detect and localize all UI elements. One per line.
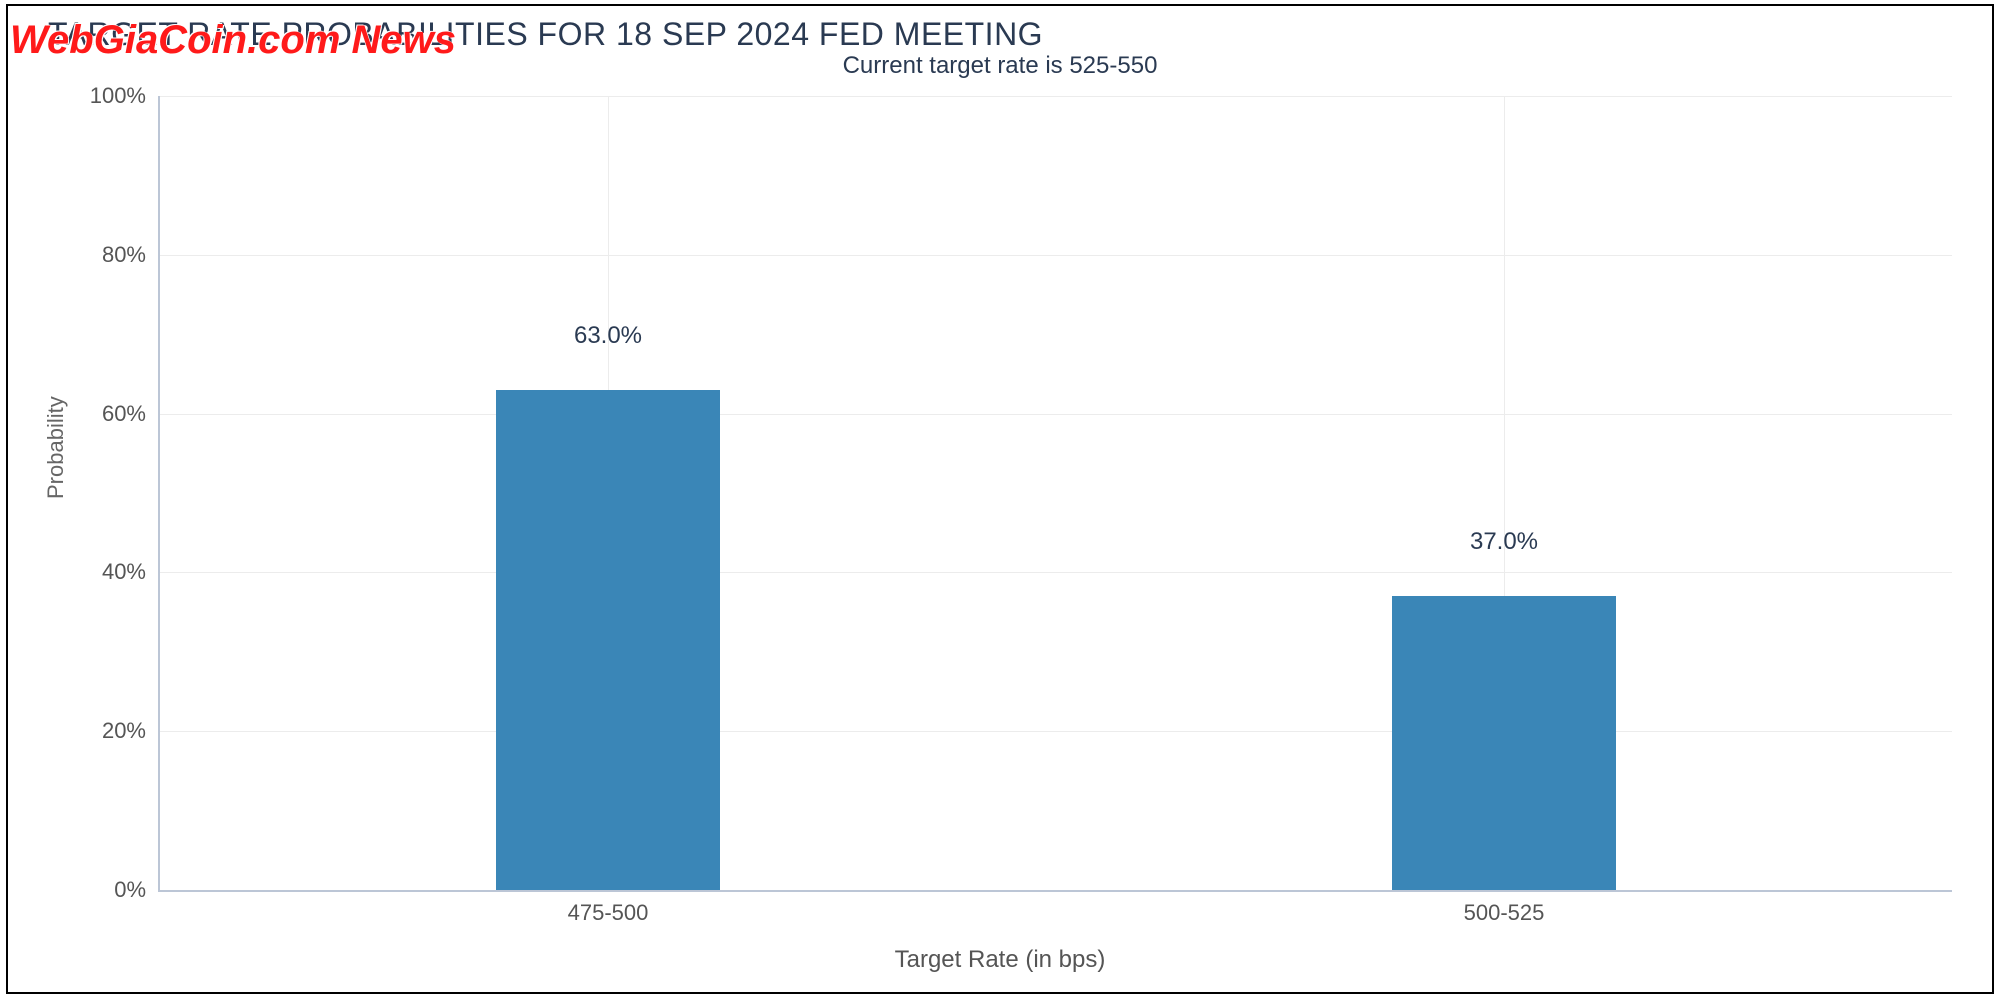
y-tick-label: 40% <box>102 559 160 585</box>
plot-area: 0%20%40%60%80%100%63.0%475-50037.0%500-5… <box>158 96 1952 892</box>
bar <box>496 390 720 890</box>
y-tick-label: 100% <box>90 83 160 109</box>
x-tick-label: 500-525 <box>1464 890 1545 926</box>
gridline-h <box>160 255 1952 256</box>
x-axis-label: Target Rate (in bps) <box>8 946 1992 974</box>
bar-value-label: 37.0% <box>1470 528 1538 562</box>
gridline-h <box>160 572 1952 573</box>
gridline-h <box>160 414 1952 415</box>
gridline-h <box>160 731 1952 732</box>
chart-frame: TARGET RATE PROBABILITIES FOR 18 SEP 202… <box>6 4 1994 994</box>
y-tick-label: 80% <box>102 242 160 268</box>
x-tick-label: 475-500 <box>568 890 649 926</box>
y-tick-label: 20% <box>102 718 160 744</box>
y-tick-label: 60% <box>102 401 160 427</box>
watermark-text: WebGiaCoin.com News <box>10 18 456 63</box>
gridline-h <box>160 96 1952 97</box>
y-axis-label: Probability <box>43 396 69 499</box>
y-tick-label: 0% <box>114 877 160 903</box>
bar-value-label: 63.0% <box>574 322 642 356</box>
bar <box>1392 596 1616 890</box>
